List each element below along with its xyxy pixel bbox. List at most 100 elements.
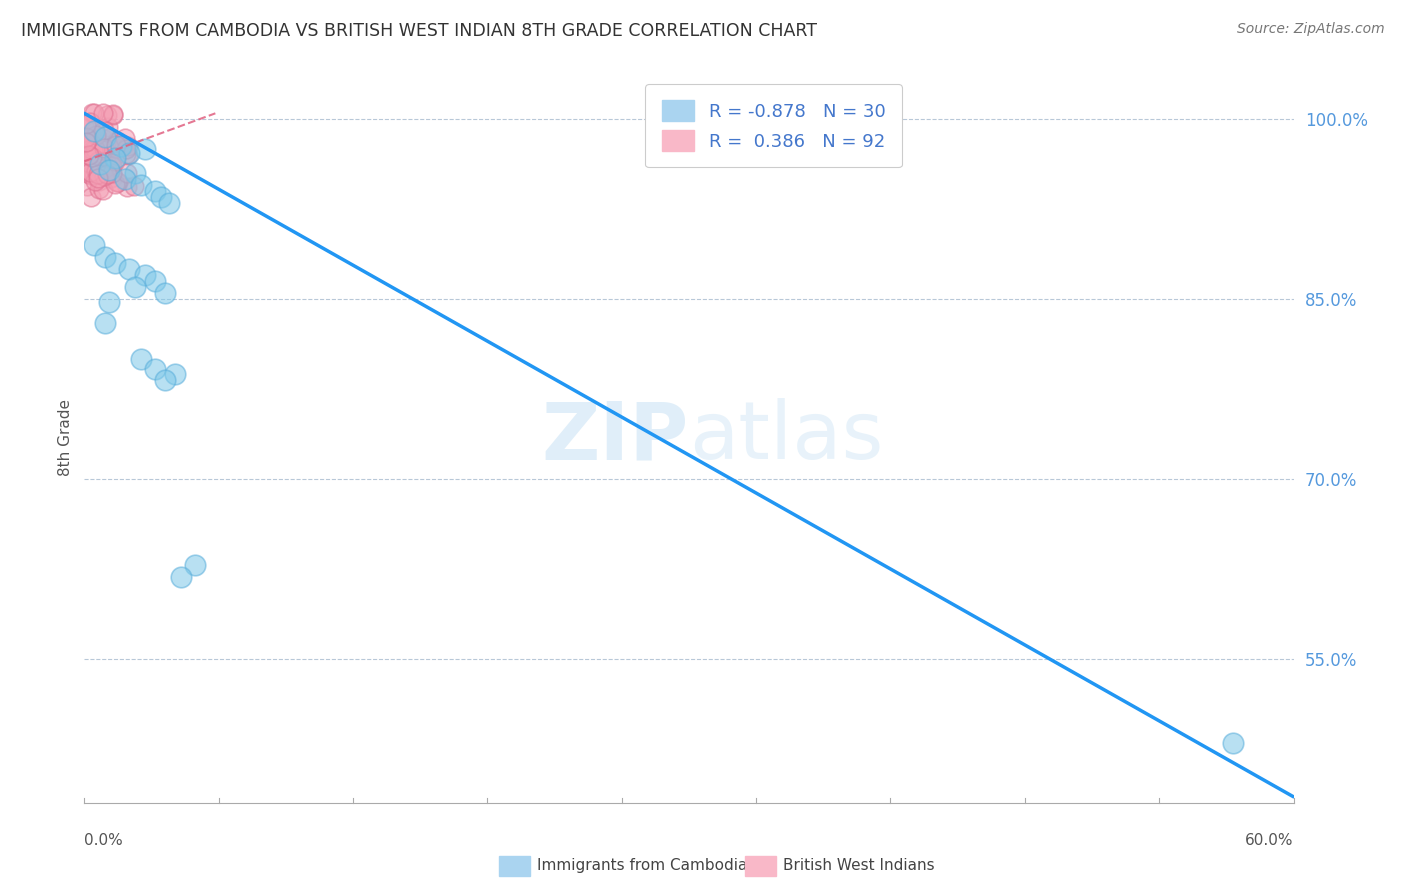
Point <box>115 142 138 156</box>
Point <box>93 144 115 158</box>
Point <box>87 171 110 186</box>
Point <box>134 268 156 283</box>
Point <box>86 163 108 178</box>
Point <box>104 154 127 169</box>
Point <box>153 286 176 301</box>
Point <box>73 118 96 132</box>
Point <box>96 157 118 171</box>
Point <box>77 136 100 151</box>
Point <box>90 142 112 156</box>
Point <box>75 143 97 157</box>
Point <box>77 148 100 162</box>
Point <box>93 169 115 184</box>
Point <box>100 139 122 153</box>
Point <box>87 173 110 187</box>
Point <box>157 196 180 211</box>
Point <box>114 172 136 186</box>
Point <box>101 169 124 184</box>
Point <box>76 130 98 145</box>
Point <box>101 153 124 168</box>
Point <box>96 167 118 181</box>
Point <box>96 163 118 178</box>
Point <box>80 150 103 164</box>
Point <box>79 168 101 182</box>
Point <box>89 157 111 171</box>
Point <box>100 171 122 186</box>
Point <box>84 128 107 142</box>
Point <box>101 166 124 180</box>
Point <box>124 280 146 294</box>
Point <box>104 151 127 165</box>
Point <box>117 139 139 153</box>
Text: Immigrants from Cambodia: Immigrants from Cambodia <box>537 858 748 872</box>
Text: Source: ZipAtlas.com: Source: ZipAtlas.com <box>1237 22 1385 37</box>
Point <box>104 137 127 152</box>
Point <box>80 143 103 157</box>
Point <box>91 183 114 197</box>
Point <box>76 155 98 169</box>
Point <box>82 143 104 157</box>
Point <box>83 124 105 138</box>
Point <box>98 157 121 171</box>
Point <box>75 149 97 163</box>
Point <box>91 165 114 179</box>
Point <box>129 178 152 193</box>
Point <box>143 184 166 198</box>
Point <box>80 142 103 156</box>
Point <box>170 570 193 584</box>
Point <box>149 190 172 204</box>
Point <box>76 178 98 193</box>
Point <box>101 107 124 121</box>
Point <box>93 141 115 155</box>
Point <box>82 143 104 157</box>
Point <box>101 108 124 122</box>
Point <box>143 361 166 376</box>
Point <box>118 262 141 277</box>
Text: 0.0%: 0.0% <box>84 833 124 847</box>
Point <box>83 106 105 120</box>
Point <box>96 107 118 121</box>
Text: IMMIGRANTS FROM CAMBODIA VS BRITISH WEST INDIAN 8TH GRADE CORRELATION CHART: IMMIGRANTS FROM CAMBODIA VS BRITISH WEST… <box>21 22 817 40</box>
Point <box>79 190 101 204</box>
Point <box>79 142 101 156</box>
Point <box>83 142 105 156</box>
Point <box>115 147 138 161</box>
Point <box>93 316 115 330</box>
Point <box>87 182 110 196</box>
Point <box>97 120 120 134</box>
Point <box>91 143 114 157</box>
Legend: R = -0.878   N = 30, R =  0.386   N = 92: R = -0.878 N = 30, R = 0.386 N = 92 <box>645 84 901 168</box>
Text: 60.0%: 60.0% <box>1246 833 1294 847</box>
Point <box>83 168 105 182</box>
Text: ZIP: ZIP <box>541 398 689 476</box>
Point <box>104 177 127 191</box>
Point <box>76 155 98 169</box>
Point <box>83 238 105 252</box>
Point <box>124 166 146 180</box>
Point <box>90 152 112 166</box>
Point <box>1222 736 1244 750</box>
Point <box>89 138 111 153</box>
Point <box>115 180 138 194</box>
Point <box>153 372 176 386</box>
Point <box>122 178 145 193</box>
Point <box>114 130 136 145</box>
Point <box>107 175 129 189</box>
Point <box>90 146 112 161</box>
Text: British West Indians: British West Indians <box>783 858 935 872</box>
Point <box>105 134 128 148</box>
Point <box>143 274 166 288</box>
Point <box>117 148 139 162</box>
Point <box>73 131 96 145</box>
Point <box>105 141 128 155</box>
Point <box>75 135 97 149</box>
Point <box>104 256 127 270</box>
Point <box>117 166 139 180</box>
Point <box>75 130 97 145</box>
Point <box>93 123 115 137</box>
Y-axis label: 8th Grade: 8th Grade <box>58 399 73 475</box>
Point <box>105 175 128 189</box>
Point <box>93 250 115 264</box>
Point <box>118 145 141 160</box>
Point <box>134 142 156 156</box>
